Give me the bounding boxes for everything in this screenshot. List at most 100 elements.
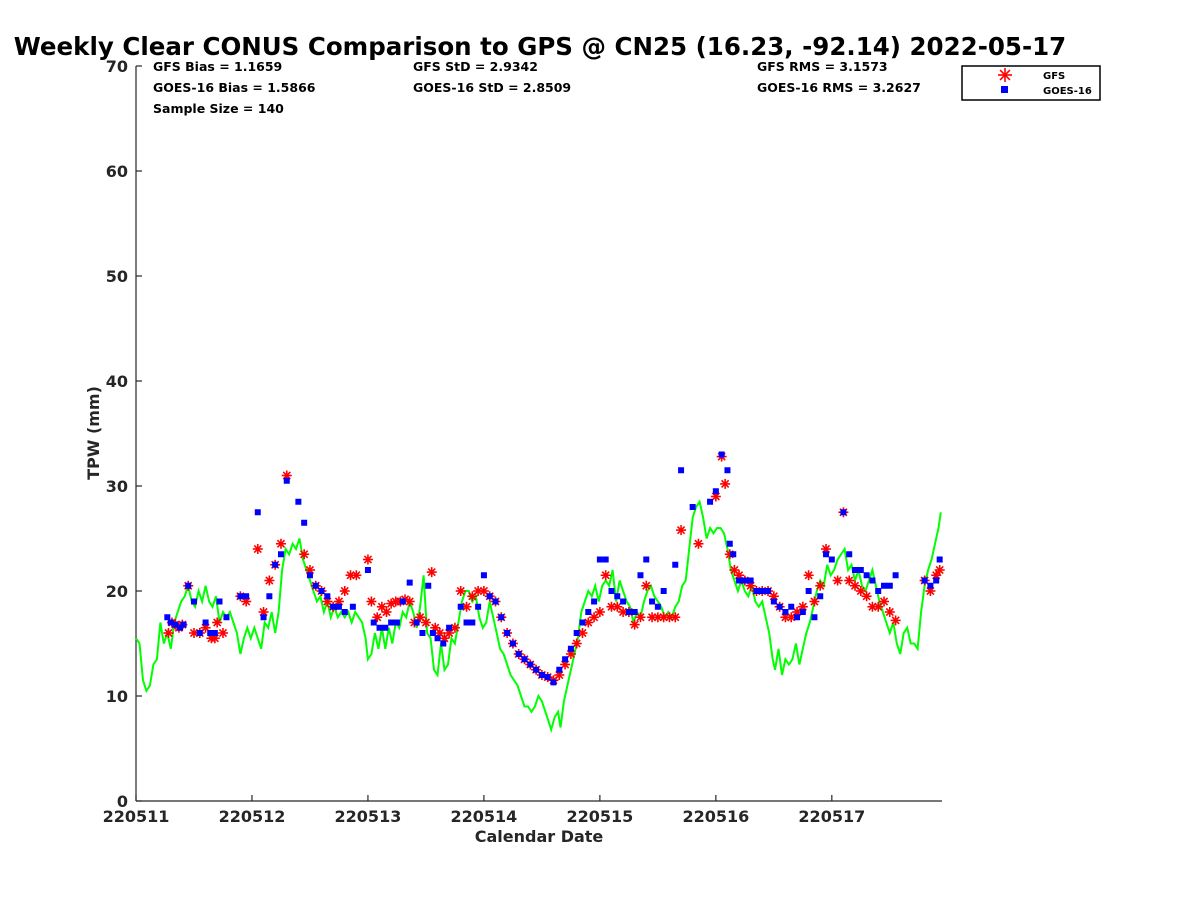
gfs-point <box>455 586 466 596</box>
goes-point <box>521 656 528 663</box>
goes-point <box>724 467 731 474</box>
goes-point <box>382 624 389 631</box>
goes-point <box>425 582 432 589</box>
goes-point <box>335 603 342 610</box>
legend-goes-marker <box>1001 86 1008 93</box>
gfs-point <box>571 638 582 649</box>
goes-point <box>260 614 267 621</box>
x-tick-label-220517: 220517 <box>798 807 865 826</box>
goes-point <box>492 598 499 605</box>
gfs-point <box>884 607 895 617</box>
goes-point <box>364 567 371 573</box>
gfs-point <box>420 617 431 628</box>
gfs-point <box>449 622 460 633</box>
gfs-point <box>879 596 890 607</box>
y-axis-label: TPW (mm) <box>84 386 103 480</box>
gfs-point <box>275 538 286 549</box>
goes-point <box>277 551 284 558</box>
goes-point <box>759 588 766 594</box>
goes-point <box>765 588 772 594</box>
goes-point <box>805 588 812 594</box>
goes-point <box>585 609 592 615</box>
x-tick-label-220516: 220516 <box>682 807 749 826</box>
goes-point <box>736 577 743 584</box>
gfs-point <box>583 617 594 628</box>
goes-point <box>579 619 586 626</box>
goes-point <box>486 593 493 600</box>
gfs-point <box>861 591 872 602</box>
goes-point <box>406 579 413 586</box>
goes-point <box>660 588 667 594</box>
goes-point <box>254 509 261 516</box>
goes-std-stat: GOES-16 StD = 2.8509 <box>413 80 571 95</box>
gfs-point <box>594 607 605 617</box>
y-tick-label-40: 40 <box>106 372 128 391</box>
goes-point <box>863 572 870 579</box>
goes-point <box>475 603 482 610</box>
goes-point <box>556 666 563 673</box>
goes-point <box>712 488 719 495</box>
gfs-point <box>426 567 437 578</box>
stats-block: GFS Bias = 1.1659 GOES-16 Bias = 1.5866 … <box>153 59 921 116</box>
goes-point <box>927 582 934 589</box>
goes-point <box>573 630 580 636</box>
legend-goes-label: GOES-16 <box>1043 86 1092 97</box>
goes-point <box>180 621 187 628</box>
goes-point <box>440 640 447 647</box>
goes-point <box>283 477 290 484</box>
goes-point <box>591 598 598 605</box>
gfs-point <box>589 612 600 623</box>
goes-point <box>753 588 760 594</box>
goes-point <box>480 572 487 579</box>
goes-point <box>608 588 615 594</box>
gfs-point <box>629 619 640 630</box>
goes-point <box>782 609 789 615</box>
goes-point <box>794 614 801 621</box>
goes-point <box>852 567 859 573</box>
gfs-point <box>890 615 901 626</box>
gfs-point <box>934 565 945 575</box>
goes-point <box>318 588 325 594</box>
goes-point <box>527 661 534 668</box>
x-tick-label-220511: 220511 <box>103 807 170 826</box>
goes-point <box>376 624 383 631</box>
goes-bias-stat: GOES-16 Bias = 1.5866 <box>153 80 316 95</box>
goes-point <box>295 498 302 505</box>
gfs-point <box>404 596 415 607</box>
goes-point <box>223 614 230 621</box>
goes-point <box>469 619 476 626</box>
goes-point <box>637 572 644 579</box>
gfs-point <box>252 544 263 554</box>
gfs-point <box>217 628 228 638</box>
x-tick-label-220515: 220515 <box>566 807 633 826</box>
goes-point <box>631 609 638 615</box>
goes-point <box>886 582 893 589</box>
goes-point <box>515 651 522 657</box>
x-axis-label: Calendar Date <box>475 827 604 846</box>
gfs-point <box>635 612 646 623</box>
goes-point <box>349 603 356 610</box>
goes-point <box>672 561 679 568</box>
gfs-point <box>803 570 814 581</box>
legend: GFS GOES-16 <box>961 65 1101 101</box>
legend-gfs-asterisk <box>998 68 1012 82</box>
goes-point <box>429 630 436 636</box>
sample-size-stat: Sample Size = 140 <box>153 101 284 116</box>
gfs-point <box>351 570 362 581</box>
goes-point <box>811 614 818 621</box>
goes-point <box>446 624 453 631</box>
goes-point <box>196 630 203 636</box>
goes-point <box>172 621 179 628</box>
goes-point <box>457 603 464 610</box>
goes-point <box>413 619 420 626</box>
gfs-point <box>461 601 472 612</box>
gfs-point <box>264 575 275 586</box>
goes-point <box>272 561 279 568</box>
goes-point <box>881 582 888 589</box>
gfs-point <box>670 612 681 623</box>
goes-point <box>330 603 337 610</box>
goes-point <box>185 582 192 589</box>
legend-gfs-marker <box>998 68 1012 82</box>
